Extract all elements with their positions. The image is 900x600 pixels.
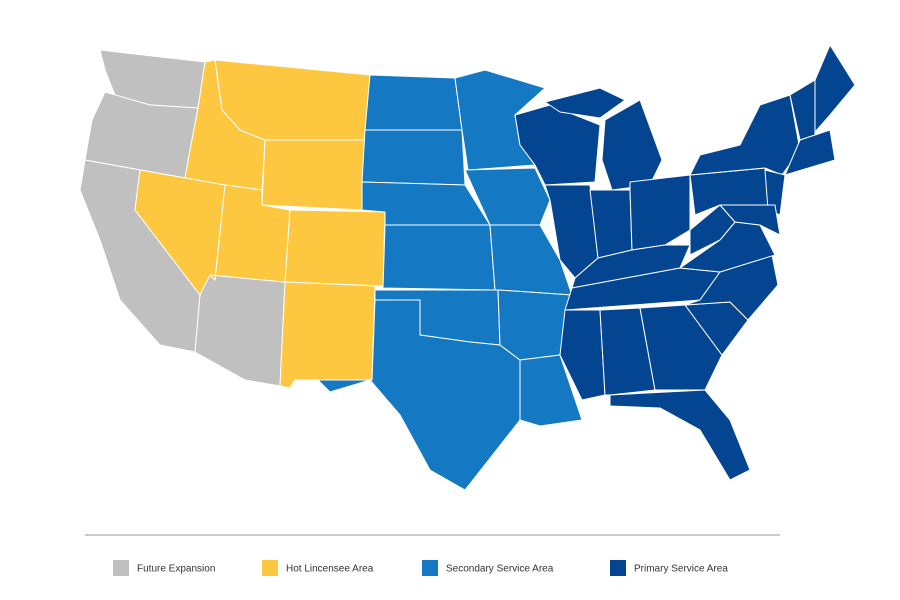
state-az [195,275,285,386]
state-in [590,190,632,258]
state-mi [602,100,662,190]
state-oh [630,175,690,250]
state-sd [362,130,465,185]
state-nd [365,75,462,130]
legend-label: Primary Service Area [634,564,728,575]
legend-label: Hot Lincensee Area [286,564,374,575]
state-nm [280,282,375,388]
state-co [285,210,385,286]
state-ny [690,95,800,175]
state-fl [610,390,750,480]
legend-swatch [113,560,129,576]
legend-label: Secondary Service Area [446,564,554,575]
legend: Future Expansion Hot Lincensee Area Second… [113,560,728,576]
service-area-map: Future Expansion Hot Lincensee Area Second… [0,0,900,600]
states [80,45,855,490]
state-ks [383,225,495,290]
state-me [815,45,855,132]
page: Future Expansion Hot Lincensee Area Second… [0,0,900,600]
legend-swatch [610,560,626,576]
legend-swatch [262,560,278,576]
legend-swatch [422,560,438,576]
legend-label: Future Expansion [137,564,215,575]
state-wy [262,140,365,210]
state-mt [215,60,370,140]
